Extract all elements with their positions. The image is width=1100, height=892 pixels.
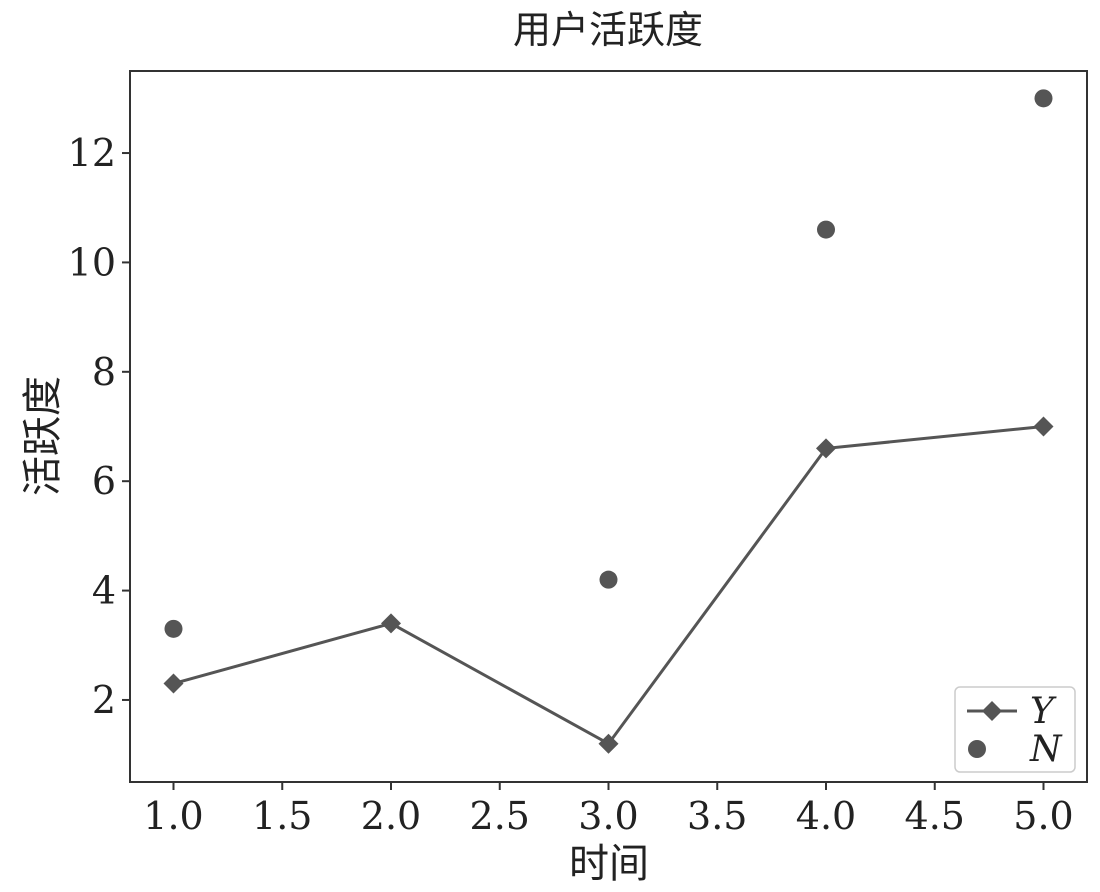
x-tick-label: 4.5 [905,794,965,838]
x-tick-label: 5.0 [1013,794,1073,838]
y-tick-label: 4 [92,569,116,613]
x-tick-label: 3.0 [578,794,638,838]
legend-label-N: N [1029,729,1063,770]
data-point-N [599,570,618,589]
legend-marker-Y [982,701,1002,721]
data-point-Y [1033,416,1054,437]
x-tick-label: 3.5 [687,794,747,838]
x-tick-label: 1.0 [143,794,203,838]
x-tick-label: 4.0 [796,794,856,838]
data-point-Y [381,613,401,634]
data-point-Y [163,673,184,694]
y-tick-label: 6 [92,459,116,503]
data-point-N [1034,89,1053,108]
y-axis-label: 活跃度 [20,376,66,496]
chart-title: 用户活跃度 [513,8,703,52]
data-point-N [817,220,835,239]
legend-marker-N [968,740,986,758]
y-tick-label: 12 [68,131,116,175]
y-tick-label: 10 [68,240,116,284]
x-axis: 1.0 1.5 2.0 2.5 3.0 3.5 4.0 4.5 5.0 [143,782,1074,838]
x-axis-label: 时间 [569,841,649,887]
series-layer [163,89,1054,754]
y-axis: 2 4 6 8 10 12 [68,131,130,722]
y-tick-label: 2 [92,678,116,722]
x-tick-label: 2.5 [470,794,530,838]
data-point-Y [598,733,619,754]
data-point-Y [816,438,836,459]
legend: YN [954,686,1076,773]
data-point-N [164,619,183,638]
x-tick-label: 1.5 [252,794,312,838]
y-tick-label: 8 [92,350,116,394]
x-tick-label: 2.0 [361,794,421,838]
plot-frame [129,70,1088,783]
legend-label-Y: Y [1030,691,1057,732]
